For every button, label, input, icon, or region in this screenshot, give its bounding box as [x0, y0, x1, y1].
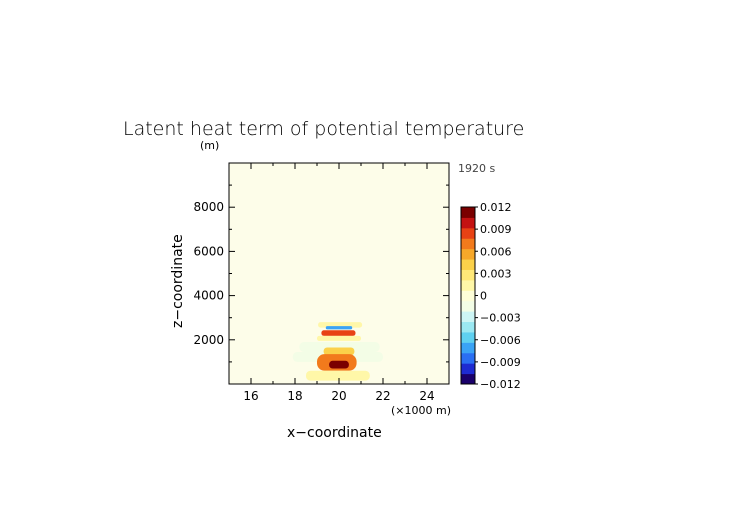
plot-area: 16 18 20 22 24 2000 4000 6000 8000	[193, 162, 450, 403]
colorbar-swatch	[461, 331, 475, 343]
colorbar-label: −0.006	[480, 334, 521, 347]
x-unit-label: (×1000 m)	[391, 404, 451, 417]
colorbar-label: 0.006	[480, 245, 512, 258]
x-tick-label: 20	[331, 389, 346, 403]
field-feature-9	[306, 370, 370, 381]
y-axis: 2000 4000 6000 8000	[193, 162, 449, 385]
colorbar-swatch	[461, 363, 475, 375]
field-feature-1	[325, 326, 353, 330]
colorbar-swatch	[461, 311, 475, 323]
colorbar-label: −0.012	[480, 378, 521, 391]
x-tick-label: 22	[375, 389, 390, 403]
colorbar-swatch	[461, 248, 475, 260]
x-tick-label: 18	[287, 389, 302, 403]
y-tick-label: 6000	[193, 244, 224, 258]
x-tick-label: 16	[243, 389, 258, 403]
y-tick-label: 2000	[193, 333, 224, 347]
x-axis-label: x−coordinate	[287, 425, 382, 441]
x-tick-label: 24	[419, 389, 434, 403]
field-feature-4	[299, 342, 380, 352]
colorbar-swatch	[461, 300, 475, 312]
colorbar-label: 0.012	[480, 201, 512, 214]
colorbar-label: 0.009	[480, 223, 512, 236]
y-tick-label: 4000	[193, 289, 224, 303]
colorbar-swatch	[461, 342, 475, 354]
colorbar-swatch	[461, 352, 475, 364]
colorbar-swatch	[461, 373, 475, 385]
colorbar-swatch	[461, 269, 475, 281]
colorbar-swatch	[461, 207, 475, 218]
colorbar-label: 0.003	[480, 267, 512, 280]
colorbar-swatch	[461, 238, 475, 250]
colorbar-label: −0.003	[480, 312, 521, 325]
field-feature-6	[323, 347, 355, 356]
field-feature-3	[317, 335, 361, 341]
colorbar-swatch	[461, 290, 475, 302]
field-feature-8	[329, 360, 349, 369]
colorbar-swatch	[461, 321, 475, 333]
field-feature-2	[321, 330, 356, 336]
colorbar-swatch	[461, 217, 475, 229]
colorbar-swatch	[461, 259, 475, 270]
colorbar-label: −0.009	[480, 356, 521, 369]
chart-title: Latent heat term of potential temperatur…	[123, 118, 524, 140]
y-tick-label: 8000	[193, 200, 224, 214]
colorbar-swatch	[461, 227, 475, 239]
field-features	[292, 322, 383, 381]
time-label: 1920 s	[458, 162, 495, 175]
x-axis: 16 18 20 22 24	[228, 163, 450, 403]
colorbar-swatch	[461, 279, 475, 291]
y-axis-label: z−coordinate	[170, 234, 186, 328]
y-unit-label: (m)	[200, 139, 219, 152]
colorbar: 0.012 0.009 0.006 0.003 0 −0.003 −0.006 −0.009 −…	[460, 201, 521, 391]
colorbar-label: 0	[480, 290, 487, 303]
